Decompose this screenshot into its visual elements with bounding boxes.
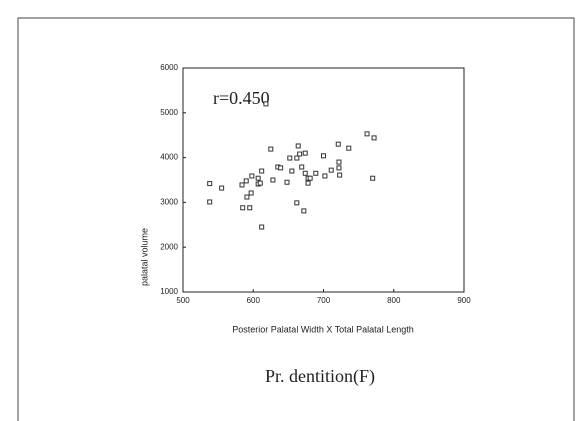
x-tick-label: 500 [176,296,190,305]
point [335,141,341,147]
point [336,165,342,171]
point [371,135,377,141]
point [295,143,301,149]
point [302,170,308,176]
point [247,205,253,211]
point [346,145,352,151]
point [239,182,245,188]
y-tick-label: 2000 [160,242,178,251]
annotation: r=0.450 [213,88,270,108]
point [321,153,326,159]
point [305,180,311,186]
point [299,164,305,170]
point [328,167,334,173]
y-tick-label: 1000 [160,287,178,296]
point [244,194,250,200]
x-tick-label: 800 [387,296,401,305]
point [243,178,249,184]
point [289,168,295,174]
y-axis-label: palatal volume [139,228,149,286]
point [263,101,269,107]
point [313,170,319,176]
point [255,175,261,181]
point [294,200,300,206]
point [297,151,303,157]
point [370,175,376,181]
point [259,168,265,174]
x-tick-label: 700 [317,296,331,305]
x-axis-label: Posterior Palatal Width X Total Palatal … [232,324,413,334]
point [307,175,313,181]
point [337,172,343,178]
x-tick-label: 900 [457,296,471,305]
point [284,179,290,185]
chart-title: Pr. dentition(F) [265,366,375,387]
point [207,181,213,187]
point [207,199,213,205]
point [268,146,274,152]
y-tick-label: 5000 [160,108,178,117]
y-tick-label: 3000 [160,198,178,207]
point [294,155,300,161]
point [302,150,308,156]
point [278,165,284,171]
y-tick-label: 6000 [160,63,178,72]
point [287,155,293,161]
point [336,159,342,165]
point [219,185,225,191]
point [364,131,370,137]
y-tick-label: 4000 [160,153,178,162]
point [257,180,263,186]
point [240,205,246,211]
point [249,173,255,179]
point [259,224,265,230]
x-tick-label: 600 [247,296,261,305]
frame [17,17,575,421]
point [248,190,254,196]
point [270,177,276,183]
point [322,173,328,179]
point [301,208,307,214]
